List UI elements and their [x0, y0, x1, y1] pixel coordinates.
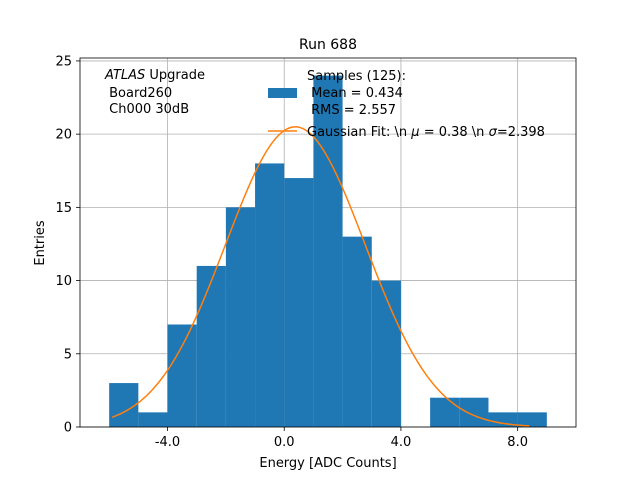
y-tick-label: 5 — [64, 347, 72, 362]
legend-samples-rms: RMS = 2.557 — [307, 103, 396, 118]
x-tick-label: 8.0 — [507, 435, 528, 450]
histogram-bar — [371, 280, 401, 427]
histogram-bar — [313, 75, 343, 428]
histogram-bar — [138, 412, 168, 427]
atlas-label: ATLAS Upgrade — [104, 68, 205, 83]
y-tick-label: 25 — [55, 54, 72, 69]
x-tick-label: -4.0 — [155, 435, 180, 450]
fit-label-part3: =2.398 — [497, 125, 545, 140]
histogram-bar — [225, 207, 256, 427]
fit-label-part1: Gaussian Fit: \n — [307, 125, 411, 140]
histogram-bar — [430, 397, 460, 427]
x-axis-ticks: -4.0 0.0 4.0 8.0 — [155, 427, 528, 450]
upgrade-word: Upgrade — [145, 68, 205, 83]
x-tick-label: 0.0 — [274, 435, 295, 450]
legend-samples-swatch — [268, 88, 297, 98]
legend-fit-label: Gaussian Fit: \n μ = 0.38 \n σ=2.398 — [307, 125, 545, 140]
y-tick-label: 0 — [64, 421, 72, 436]
legend-samples-title: Samples (125): — [307, 69, 406, 84]
legend-samples-mean: Mean = 0.434 — [307, 86, 403, 101]
y-axis-label: Entries — [33, 220, 48, 266]
plot-frame — [79, 57, 577, 428]
board-label: Board260 — [105, 86, 172, 101]
histogram-bar — [167, 324, 197, 427]
atlas-annotation: ATLAS Upgrade Board260 Ch000 30dB — [104, 68, 205, 117]
channel-label: Ch000 30dB — [105, 102, 189, 117]
fit-label-part2: = 0.38 \n — [420, 125, 489, 140]
fit-label-mu: μ — [410, 125, 419, 140]
histogram-bar — [517, 412, 547, 427]
histogram-bar — [255, 163, 285, 427]
histogram-bar — [488, 412, 518, 427]
histogram-bar — [196, 265, 226, 427]
histogram-bar — [109, 383, 139, 427]
y-tick-label: 15 — [55, 201, 72, 216]
x-tick-label: 4.0 — [391, 435, 412, 450]
histogram-bar — [342, 236, 372, 427]
x-axis-label: Energy [ADC Counts] — [259, 456, 396, 471]
histogram-bar — [459, 397, 489, 427]
y-tick-label: 20 — [55, 128, 72, 143]
y-axis-ticks: 0 5 10 15 20 25 — [55, 54, 80, 436]
histogram-bars — [109, 75, 547, 428]
fit-label-sigma: σ — [489, 125, 498, 140]
gaussian-fit-curve — [111, 126, 530, 427]
y-tick-label: 10 — [55, 274, 72, 289]
chart-title: Run 688 — [299, 37, 357, 53]
histogram-bar — [284, 178, 314, 427]
legend: Samples (125): Mean = 0.434 RMS = 2.557 … — [268, 69, 545, 140]
atlas-word: ATLAS — [104, 68, 145, 83]
